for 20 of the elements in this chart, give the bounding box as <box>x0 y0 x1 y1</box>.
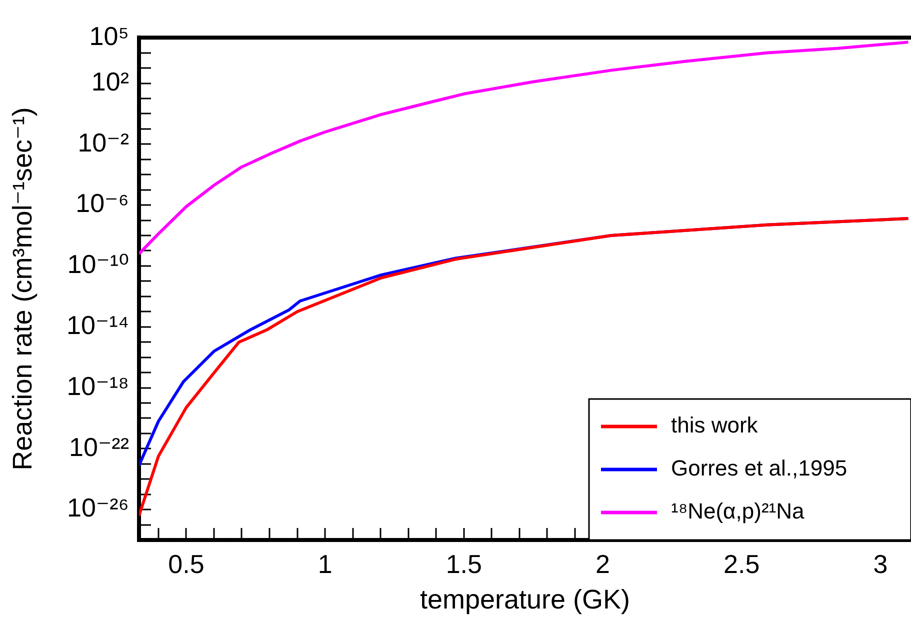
y-axis-title: Reaction rate (cm³mol⁻¹sec⁻¹) <box>8 107 38 470</box>
x-tick-label: 2.5 <box>724 548 760 579</box>
x-tick-label: 0.5 <box>168 548 204 579</box>
x-tick-label: 1.5 <box>446 548 482 579</box>
y-tick-label: 10⁻²² <box>69 432 130 462</box>
y-tick-label: 10⁻¹⁸ <box>66 370 129 401</box>
x-tick-label: 3 <box>873 548 888 579</box>
legend-label: ¹⁸Ne(α,p)²¹Na <box>671 498 805 524</box>
y-tick-label: 10⁻² <box>78 127 130 158</box>
x-axis-title: temperature (GK) <box>420 584 630 614</box>
legend-label: Gorres et al.,1995 <box>671 456 848 481</box>
y-tick-label: 10⁻⁶ <box>76 188 129 218</box>
y-tick-label: 10² <box>91 66 130 96</box>
y-tick-label: 10⁻¹⁴ <box>66 310 129 340</box>
legend-label: this work <box>671 412 759 438</box>
y-tick-label: 10⁻¹⁰ <box>67 249 129 280</box>
y-tick-label: 10⁻²⁶ <box>66 492 129 523</box>
x-tick-label: 2 <box>596 548 610 579</box>
x-tick-label: 1 <box>318 548 332 579</box>
y-tick-label: 10⁵ <box>89 20 129 51</box>
